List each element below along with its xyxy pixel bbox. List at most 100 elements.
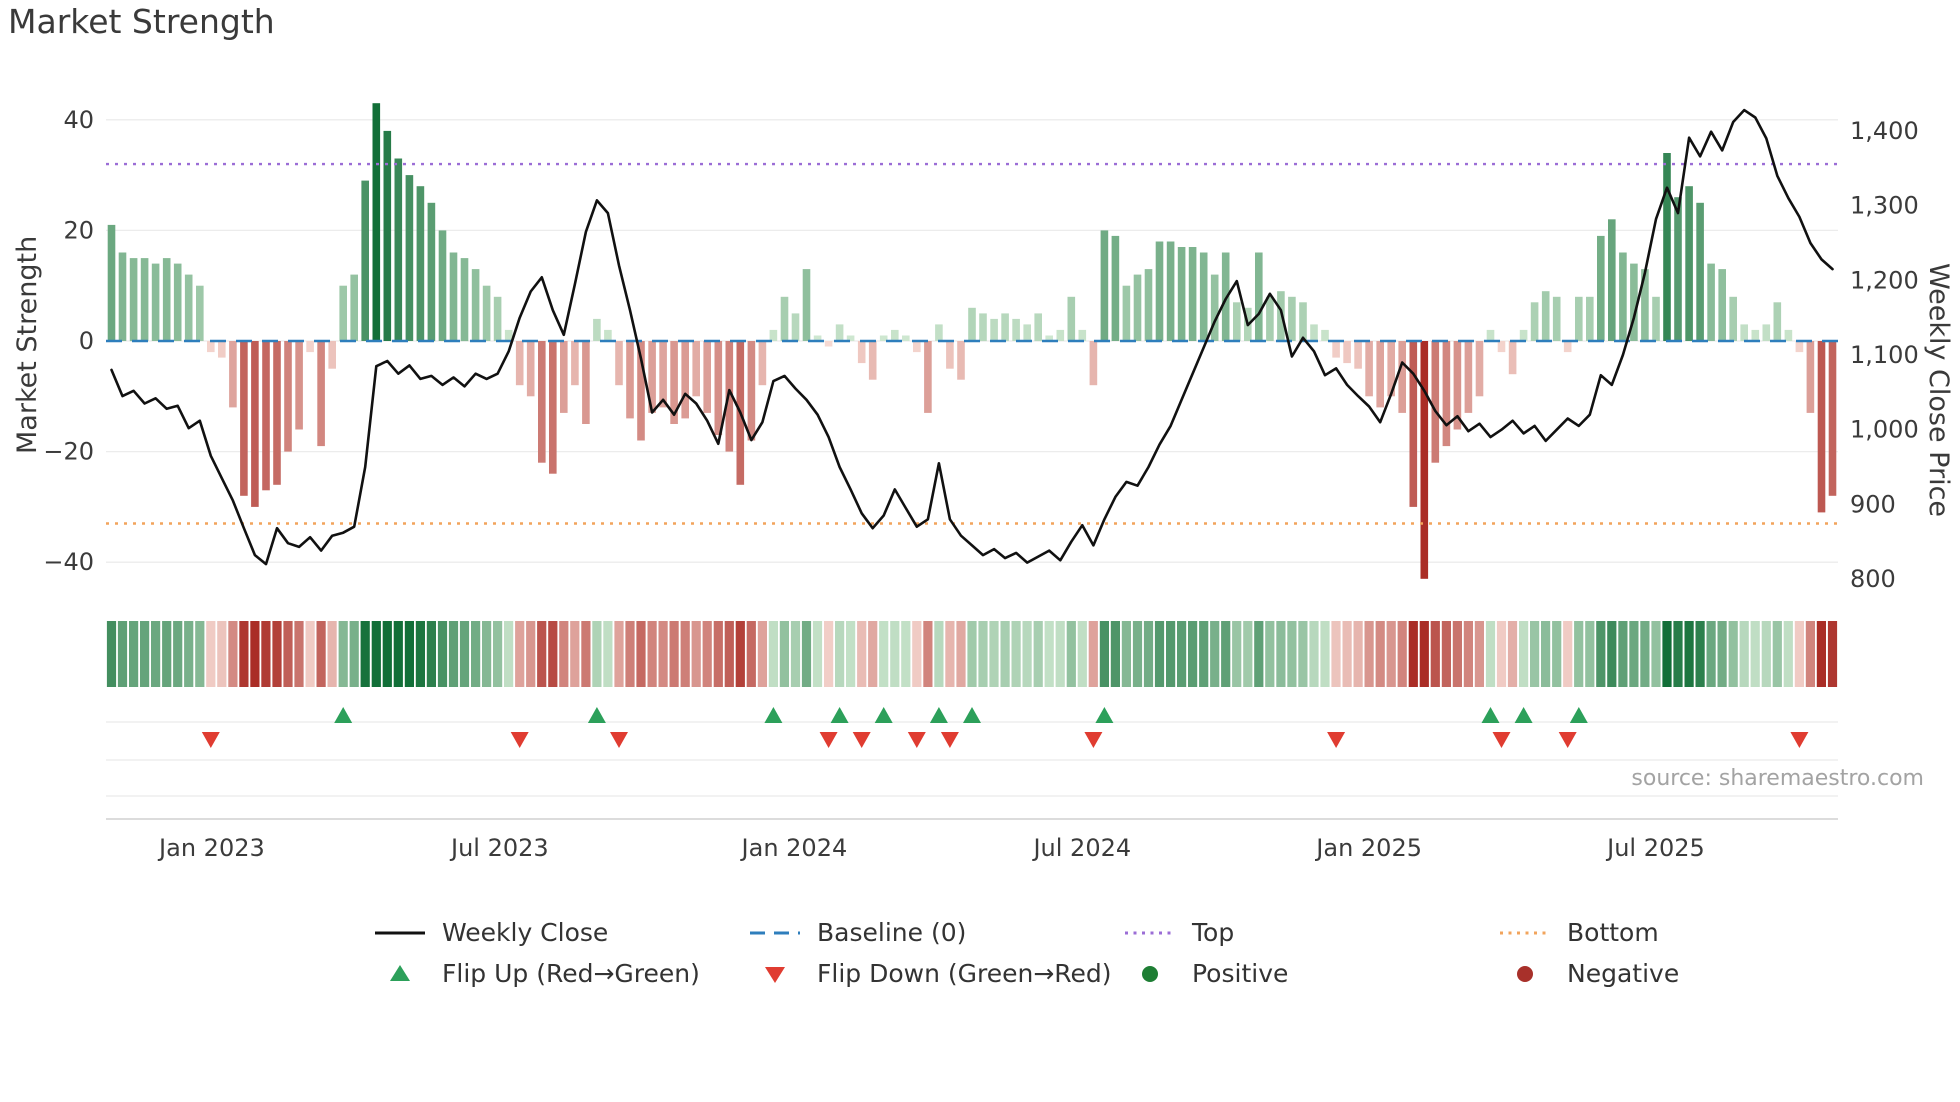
strength-bar [317, 341, 325, 447]
strength-bar [1718, 269, 1726, 341]
strength-tick-label: 20 [63, 216, 94, 244]
bottom-dotted-line-icon [1500, 931, 1550, 934]
heatmap-cell [1265, 621, 1275, 687]
strength-bar [1277, 291, 1285, 341]
strength-bar [1630, 263, 1638, 341]
heatmap-cell [912, 621, 922, 687]
heatmap-cell [890, 621, 900, 687]
strength-bar [1795, 341, 1804, 353]
heatmap-cell [173, 621, 183, 687]
strength-bar [902, 335, 910, 341]
heatmap-cell [117, 621, 128, 687]
heatmap-cell [824, 621, 834, 687]
strength-bar [162, 258, 171, 342]
strength-bar [879, 335, 888, 341]
heatmap-cell [272, 621, 282, 687]
heatmap-cell [294, 621, 304, 687]
legend-item-positive: Positive [1122, 959, 1497, 988]
legend-item-baseline: Baseline (0) [747, 918, 1122, 947]
heatmap-cell [1629, 621, 1639, 687]
strength-bar [1740, 324, 1748, 341]
heatmap-cell [735, 621, 745, 687]
strength-bar [1343, 341, 1351, 364]
weekly-close-line-icon [375, 931, 425, 934]
strength-bar [1508, 341, 1517, 375]
heatmap-cell [614, 621, 624, 687]
flip-down-marker [1492, 732, 1511, 748]
heatmap-cell [1287, 621, 1297, 687]
heatmap-cell [250, 621, 260, 687]
heatmap-cell [1739, 621, 1749, 687]
strength-bar [306, 341, 314, 353]
strength-bar [493, 296, 502, 341]
heatmap-cell [790, 621, 801, 687]
strength-bar [802, 269, 811, 341]
heatmap-cell [1761, 621, 1771, 687]
heatmap-cell [382, 621, 392, 687]
heatmap-cell [1673, 621, 1683, 687]
heatmap-cell [1684, 621, 1694, 687]
heatmap-cell [1110, 621, 1120, 687]
strength-bar [229, 341, 237, 408]
heatmap-cell [1485, 621, 1496, 687]
heatmap-cell [812, 621, 823, 687]
heatmap-cell [1232, 621, 1242, 687]
heatmap-cell [956, 621, 966, 687]
strength-bar [1387, 341, 1395, 397]
legend-label-negative: Negative [1567, 959, 1680, 988]
strength-bar [1475, 341, 1484, 397]
heatmap-cell [669, 621, 679, 687]
heatmap-cell [1618, 621, 1628, 687]
strength-bar [1056, 329, 1065, 341]
heatmap-cell [757, 621, 767, 687]
heatmap-cell [327, 621, 337, 687]
strength-bar [714, 341, 723, 435]
heatmap-cell [1496, 621, 1507, 687]
strength-bar [1597, 235, 1605, 341]
heatmap-cell [857, 621, 867, 687]
heatmap-cell [658, 621, 668, 687]
heatmap-cell [625, 621, 635, 687]
heatmap-cell [1507, 621, 1518, 687]
heatmap-cell [261, 621, 271, 687]
heatmap-cell [206, 621, 216, 687]
strength-bar [1365, 341, 1373, 397]
heatmap-cell [978, 621, 988, 687]
heatmap-cell [548, 621, 558, 687]
heatmap-cell [493, 621, 503, 687]
strength-bar [670, 341, 678, 424]
heatmap-cell [1188, 621, 1198, 687]
strength-bar [1663, 153, 1671, 341]
heatmap-cell [537, 621, 547, 687]
heatmap-cell [1386, 621, 1396, 687]
strength-bar [1100, 230, 1109, 341]
heatmap-cell [989, 621, 999, 687]
strength-bar [1563, 341, 1572, 353]
heatmap-cell [1419, 621, 1429, 687]
legend-item-bottom: Bottom [1497, 918, 1872, 947]
strength-bar [1155, 241, 1164, 341]
heatmap-cell [1640, 621, 1650, 687]
strength-bar [935, 324, 943, 341]
heatmap-cell [1541, 621, 1551, 687]
strength-bar [218, 341, 226, 358]
strength-bar [1409, 341, 1418, 507]
heatmap-cell [1375, 621, 1385, 687]
heatmap-cell [1342, 621, 1352, 687]
strength-bar [1067, 296, 1076, 341]
flip-down-marker [201, 732, 220, 748]
heatmap-cell [835, 621, 845, 687]
heatmap-cell [526, 621, 536, 687]
strength-bar [1608, 219, 1616, 341]
x-tick-label: Jul 2025 [1605, 834, 1705, 862]
strength-bar [383, 130, 392, 341]
flip-up-marker [1514, 707, 1533, 723]
strength-bar [1332, 341, 1340, 358]
flip-up-marker [929, 707, 948, 723]
flip-up-marker [874, 707, 893, 723]
strength-bar [173, 263, 182, 341]
strength-bar [1310, 324, 1318, 341]
strength-tick-label: −40 [43, 548, 94, 576]
strength-bar [350, 274, 358, 341]
